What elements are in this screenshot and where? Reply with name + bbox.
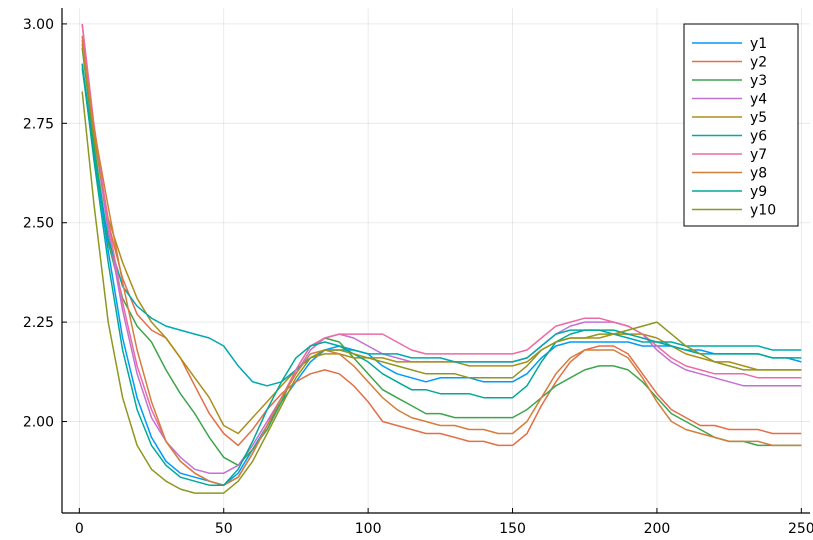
legend-label-y2: y2 <box>750 55 767 71</box>
y-tick-label: 3.00 <box>23 17 54 33</box>
legend-label-y4: y4 <box>750 92 767 108</box>
series-line-y3 <box>81 47 802 467</box>
y-tick-label: 2.25 <box>23 315 54 331</box>
x-tick-label: 150 <box>499 521 526 537</box>
legend-label-y10: y10 <box>750 203 776 219</box>
legend-label-y1: y1 <box>750 36 767 52</box>
x-tick-label: 50 <box>215 521 233 537</box>
series-lines <box>81 23 802 494</box>
x-tick-label: 200 <box>644 521 671 537</box>
legend-label-y6: y6 <box>750 129 767 145</box>
x-tick-label: 0 <box>75 521 84 537</box>
series-line-y5 <box>81 43 802 435</box>
series-line-y2 <box>81 35 802 447</box>
tick-labels: 0 50 100 150 200 250 2.00 2.25 2.50 2.75 3.00 <box>23 17 813 537</box>
legend-box <box>683 23 799 227</box>
legend-label-y3: y3 <box>750 73 767 89</box>
legend: y1 y2 y3 y4 y5 y6 y7 y8 y9 y10 <box>683 23 799 227</box>
x-tick-label: 250 <box>788 521 813 537</box>
x-tick-label: 100 <box>355 521 382 537</box>
series-line-y8 <box>81 39 802 486</box>
series-line-y9 <box>81 63 802 486</box>
series-line-y6 <box>81 67 802 387</box>
axes <box>61 8 810 514</box>
legend-label-y8: y8 <box>750 166 767 182</box>
legend-label-y7: y7 <box>750 147 767 163</box>
y-tick-label: 2.75 <box>23 116 54 132</box>
legend-label-y9: y9 <box>750 184 767 200</box>
series-line-y10 <box>81 91 802 494</box>
y-tick-label: 2.00 <box>23 415 54 431</box>
legend-label-y5: y5 <box>750 110 767 126</box>
y-tick-label: 2.50 <box>23 216 54 232</box>
